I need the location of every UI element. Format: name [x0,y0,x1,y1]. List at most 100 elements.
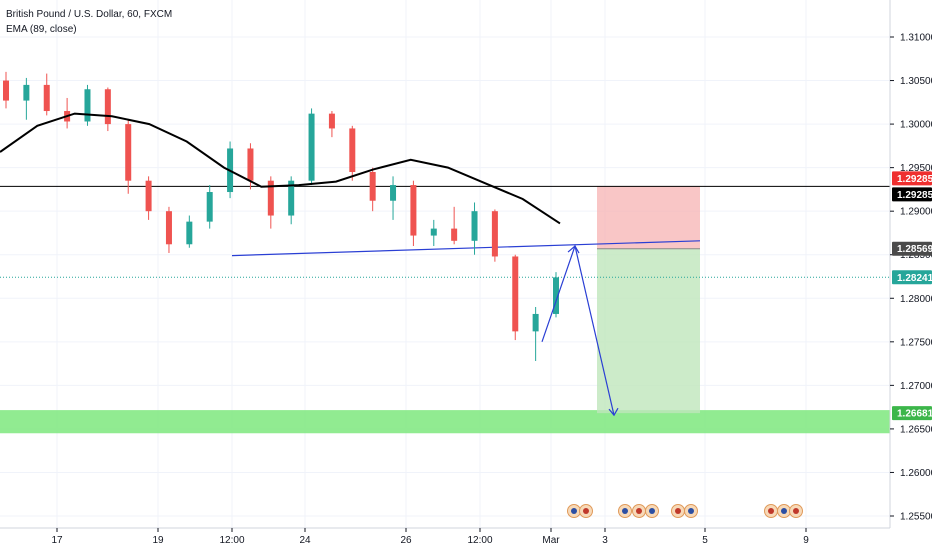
economic-event-icon[interactable] [764,504,778,518]
candle-body [410,185,417,236]
time-tick-label: 19 [152,535,164,546]
candle [145,176,152,220]
time-tick-label: 12:00 [219,535,244,546]
arrow-down-icon [608,407,619,417]
economic-event-icon[interactable] [789,504,803,518]
time-tick-label: Mar [542,535,560,546]
economic-event-icon[interactable] [671,504,685,518]
candle [512,254,519,341]
candle-body [247,148,254,181]
candle-body [23,84,30,101]
time-tick-label: 12:00 [467,535,492,546]
event-icons[interactable] [567,504,803,518]
candle-body [512,256,519,332]
economic-event-icon[interactable] [567,504,581,518]
price-tag-label: 1.29285 [897,174,932,185]
candle-body [308,113,315,181]
take-profit-zone[interactable] [597,248,700,414]
candle [186,215,193,248]
candle-body [471,211,478,241]
candle [104,87,111,132]
candle [491,209,498,262]
price-tag-bg [892,171,932,186]
price-tick-label: 1.26500 [900,424,932,435]
indicator-label[interactable]: EMA (89, close) [6,24,77,35]
economic-event-icon[interactable] [618,504,632,518]
candle [267,176,274,229]
chart-legend: British Pound / U.S. Dollar, 60, FXCM EM… [6,7,172,37]
price-tick-label: 1.29000 [900,207,932,218]
candle [451,206,458,245]
candle-body [104,89,111,125]
candle [369,167,376,212]
candle-body [553,277,559,314]
economic-event-icon[interactable] [632,504,646,518]
candle [328,111,335,138]
price-tag-label: 1.26681 [897,409,932,420]
event-dot-icon [768,508,774,514]
economic-event-icon[interactable] [579,504,593,518]
price-tick-label: 1.26000 [900,468,932,479]
time-tick-label: 3 [602,535,608,546]
event-dot-icon [675,508,681,514]
arrow-up-icon [567,245,580,254]
candle-body [267,180,274,216]
price-tags: 1.29285 1.29285 1.28569 1.28241 1.26681 [892,171,932,421]
time-tick-label: 26 [400,535,412,546]
candle-body [349,128,356,172]
time-tick-label: 9 [803,535,809,546]
price-tick-label: 1.25500 [900,512,932,523]
candle [84,84,91,126]
candle-body [532,313,539,332]
economic-event-icon[interactable] [777,504,791,518]
support-zone [0,410,890,434]
stop-loss-zone[interactable] [597,186,700,249]
candle [165,206,172,253]
symbol-title[interactable]: British Pound / U.S. Dollar, 60, FXCM [6,9,173,20]
candle-body [43,84,50,112]
candlestick-series [3,71,559,361]
event-dot-icon [583,508,589,514]
candle-body [430,228,437,236]
candle-body [206,192,213,222]
grid [0,0,890,528]
stop-price-tag: 1.29285 [892,171,932,186]
projection-path[interactable] [541,243,619,417]
resistance-price-tag: 1.29285 [892,187,932,202]
economic-event-icon[interactable] [684,504,698,518]
candle-body [165,211,172,245]
entry-price-tag: 1.28569 [892,241,932,256]
candle-body [84,89,91,122]
event-dot-icon [781,508,787,514]
price-tick-label: 1.28000 [900,294,932,305]
candle [288,176,295,225]
support-trendline[interactable] [231,240,701,257]
target-price-tag: 1.26681 [892,406,932,421]
price-tag-bg [892,406,932,421]
price-tick-label: 1.31000 [900,33,932,44]
price-tick-label: 1.30000 [900,120,932,131]
candle [206,185,213,229]
candle [349,125,356,181]
candle-body [328,113,335,129]
economic-event-icon[interactable] [645,504,659,518]
price-tag-label: 1.28569 [897,244,932,255]
event-dot-icon [636,508,642,514]
time-axis[interactable]: 17 19 12:00 24 26 12:00 Mar 3 5 9 [0,527,890,546]
candle-body [369,171,376,201]
candle-body [451,228,458,241]
price-tag-bg [892,270,932,285]
candle [43,73,50,116]
event-dot-icon [571,508,577,514]
price-tick-label: 1.27500 [900,337,932,348]
time-tick-label: 5 [702,535,708,546]
ema-89-line [0,112,561,225]
event-dot-icon [649,508,655,514]
candle-body [125,124,132,181]
price-tick-label: 1.29500 [900,163,932,174]
candle [23,77,30,120]
price-tick-label: 1.28500 [900,250,932,261]
price-tag-bg [892,241,932,256]
price-tag-label: 1.28241 [897,273,932,284]
